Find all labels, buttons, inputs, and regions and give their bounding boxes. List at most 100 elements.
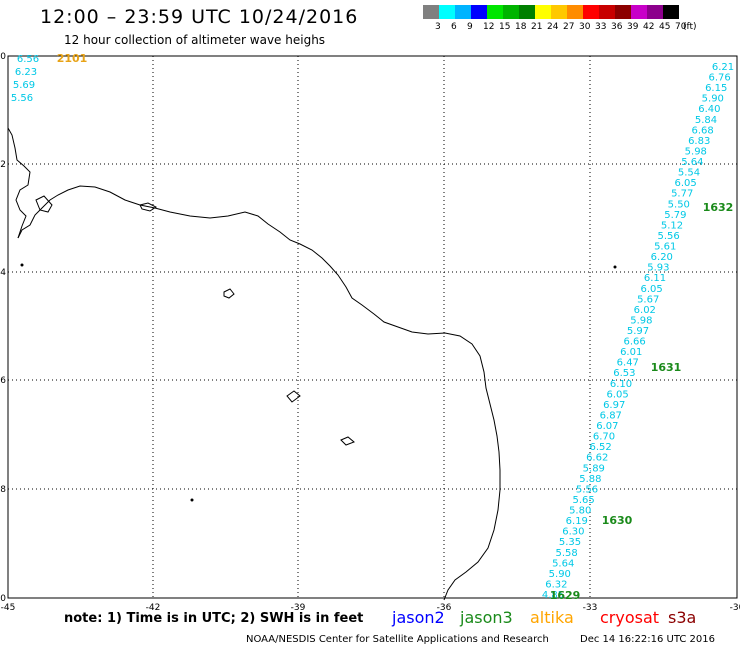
wave-height-color-scale <box>423 5 679 19</box>
scale-swatch <box>455 5 471 19</box>
pass-label: 1632 <box>703 201 734 214</box>
legend-item-altika: altika <box>530 608 574 627</box>
wave-height-value: 5.61 <box>654 242 676 253</box>
coast-island-3 <box>223 288 235 299</box>
scale-label: 21 <box>531 22 543 32</box>
wave-height-value: 5.88 <box>579 474 601 485</box>
wave-height-value: 5.90 <box>702 94 724 105</box>
wave-height-value: 6.56 <box>17 54 39 65</box>
wave-height-value: 6.10 <box>610 379 632 390</box>
pass-label: 1630 <box>602 514 633 527</box>
legend-item-cryosat: cryosat <box>600 608 660 627</box>
y-tick-label: 0 <box>0 52 6 62</box>
wave-height-value: 5.56 <box>657 231 679 242</box>
map-title: 12:00 – 23:59 UTC 10/24/2016 <box>40 6 359 28</box>
wave-height-value: 6.32 <box>545 579 567 590</box>
scale-label: 3 <box>435 22 441 32</box>
wave-height-value: 6.30 <box>562 527 584 538</box>
wave-height-value: 5.77 <box>671 189 693 200</box>
legend-item-jason3: jason3 <box>460 608 513 627</box>
map-frame <box>7 55 738 599</box>
coastline-upper-left <box>7 127 31 239</box>
wave-height-value: 5.98 <box>630 315 652 326</box>
scale-label: (ft) <box>683 22 697 32</box>
x-tick-label: -45 <box>1 603 16 613</box>
wave-height-value: 6.05 <box>640 284 662 295</box>
color-scale-labels: 3 6 9 12 15 18 21 24 27 30 33 36 39 42 45 70 (ft) <box>423 22 740 34</box>
scale-label: 39 <box>627 22 639 32</box>
wave-height-value: 5.58 <box>555 548 577 559</box>
wave-height-value: 6.05 <box>674 178 696 189</box>
x-tick-label: -36 <box>437 603 452 613</box>
x-tick-label: -42 <box>146 603 161 613</box>
wave-height-value: 6.53 <box>613 368 635 379</box>
coast-island-2 <box>139 202 157 212</box>
wave-height-value: 6.66 <box>623 337 645 348</box>
scale-label: 70 <box>675 22 687 32</box>
scale-label: 45 <box>659 22 671 32</box>
scale-swatch <box>519 5 535 19</box>
pass-label: 1631 <box>651 361 682 374</box>
scale-label: 33 <box>595 22 607 32</box>
wave-height-value: 5.64 <box>681 157 703 168</box>
wave-height-value: 6.68 <box>691 125 713 136</box>
scale-label: 42 <box>643 22 655 32</box>
wave-height-value: 6.76 <box>708 73 730 84</box>
scale-label: 36 <box>611 22 623 32</box>
legend-item-s3a: s3a <box>668 608 697 627</box>
scale-swatch <box>567 5 583 19</box>
wave-height-value: 6.15 <box>705 83 727 94</box>
scale-swatch <box>551 5 567 19</box>
wave-height-value: 5.50 <box>668 199 690 210</box>
wave-height-value: 5.80 <box>569 506 591 517</box>
scale-swatch <box>423 5 439 19</box>
wave-height-value: 5.79 <box>664 210 686 221</box>
scale-swatch <box>583 5 599 19</box>
legend-item-jason2: jason2 <box>392 608 445 627</box>
y-tick-label: -4 <box>0 268 6 278</box>
scale-label: 6 <box>451 22 457 32</box>
wave-height-value: 5.56 <box>11 93 33 104</box>
x-tick-label: -39 <box>291 603 306 613</box>
y-tick-label: -6 <box>0 376 6 386</box>
footer-timestamp: Dec 14 16:22:16 UTC 2016 <box>580 634 715 645</box>
map-grid <box>8 56 737 598</box>
wave-height-value: 6.47 <box>617 358 639 369</box>
wave-height-value: 5.64 <box>552 558 574 569</box>
wave-height-value: 6.02 <box>634 305 656 316</box>
scale-label: 24 <box>547 22 559 32</box>
wave-height-value: 5.67 <box>637 294 659 305</box>
wave-height-value: 6.87 <box>600 410 622 421</box>
scale-label: 9 <box>467 22 473 32</box>
scale-swatch <box>647 5 663 19</box>
y-tick-label: -8 <box>0 485 6 495</box>
coast-island-4 <box>286 390 301 403</box>
coast-islet-2 <box>190 498 194 502</box>
altimeter-track-topleft: 6.56 6.23 5.69 5.56 <box>11 54 39 104</box>
wave-height-value: 6.01 <box>620 347 642 358</box>
coast-island-5 <box>340 436 355 446</box>
scale-swatch <box>471 5 487 19</box>
wave-height-value: 4.85 <box>542 590 564 601</box>
wave-height-value: 5.69 <box>13 80 35 91</box>
scale-swatch <box>439 5 455 19</box>
wave-height-value: 6.52 <box>589 442 611 453</box>
wave-height-value: 6.97 <box>603 400 625 411</box>
wave-height-value: 5.97 <box>627 326 649 337</box>
wave-height-value: 5.35 <box>559 537 581 548</box>
coast-island-1 <box>35 195 53 213</box>
map-subtitle: 12 hour collection of altimeter wave hei… <box>64 33 326 47</box>
wave-height-value: 6.21 <box>712 62 734 73</box>
scale-swatch <box>631 5 647 19</box>
wave-height-value: 5.12 <box>661 220 683 231</box>
wave-height-value: 6.20 <box>651 252 673 263</box>
wave-height-value: 6.11 <box>644 273 666 284</box>
x-tick-label: -33 <box>583 603 598 613</box>
scale-swatch <box>615 5 631 19</box>
scale-label: 30 <box>579 22 591 32</box>
wave-height-value: 6.70 <box>593 432 615 443</box>
wave-height-value: 5.98 <box>685 146 707 157</box>
scale-label: 18 <box>515 22 527 32</box>
scale-swatch <box>503 5 519 19</box>
